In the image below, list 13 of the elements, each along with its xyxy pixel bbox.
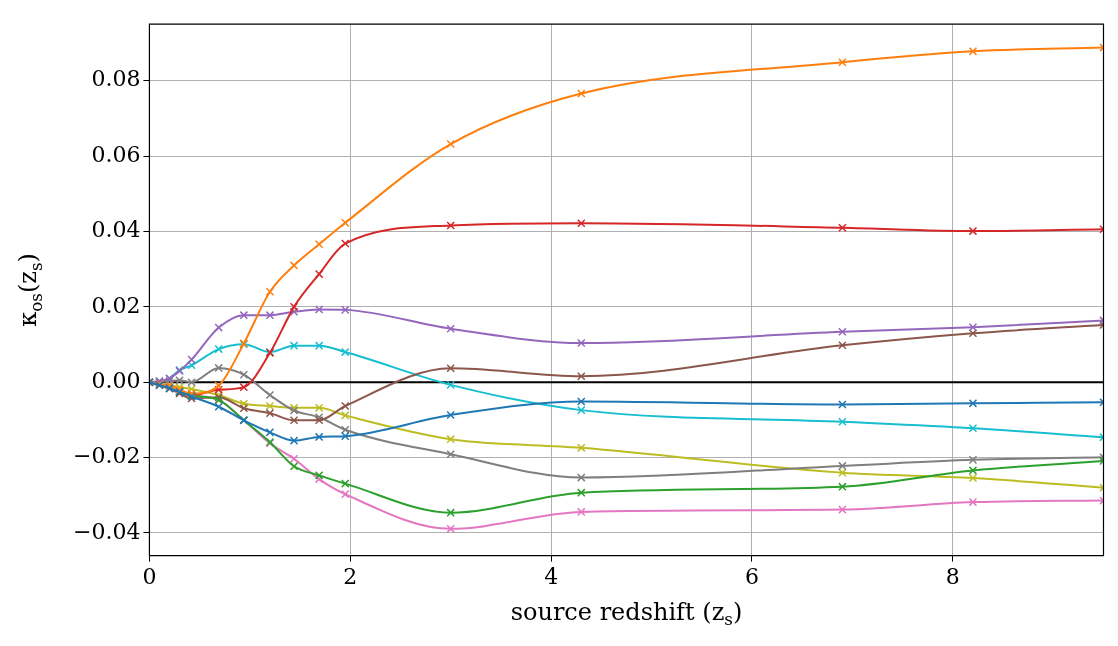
y-tick-label: 0.04 bbox=[91, 217, 141, 243]
x-tick-label: 6 bbox=[745, 563, 759, 589]
y-tick-label: −0.04 bbox=[73, 518, 141, 544]
y-tick-label: −0.02 bbox=[73, 443, 141, 469]
x-tick-label: 4 bbox=[544, 563, 559, 589]
x-tick-label: 2 bbox=[343, 563, 358, 589]
x-tick-label: 0 bbox=[142, 563, 157, 589]
y-tick-label: 0.00 bbox=[91, 367, 141, 393]
y-tick-label: 0.02 bbox=[91, 292, 141, 318]
y-tick-label: 0.06 bbox=[91, 141, 141, 167]
x-tick-label: 8 bbox=[945, 563, 960, 589]
y-axis-title: κos(zs) bbox=[14, 253, 46, 327]
y-tick-label: 0.08 bbox=[91, 66, 141, 92]
